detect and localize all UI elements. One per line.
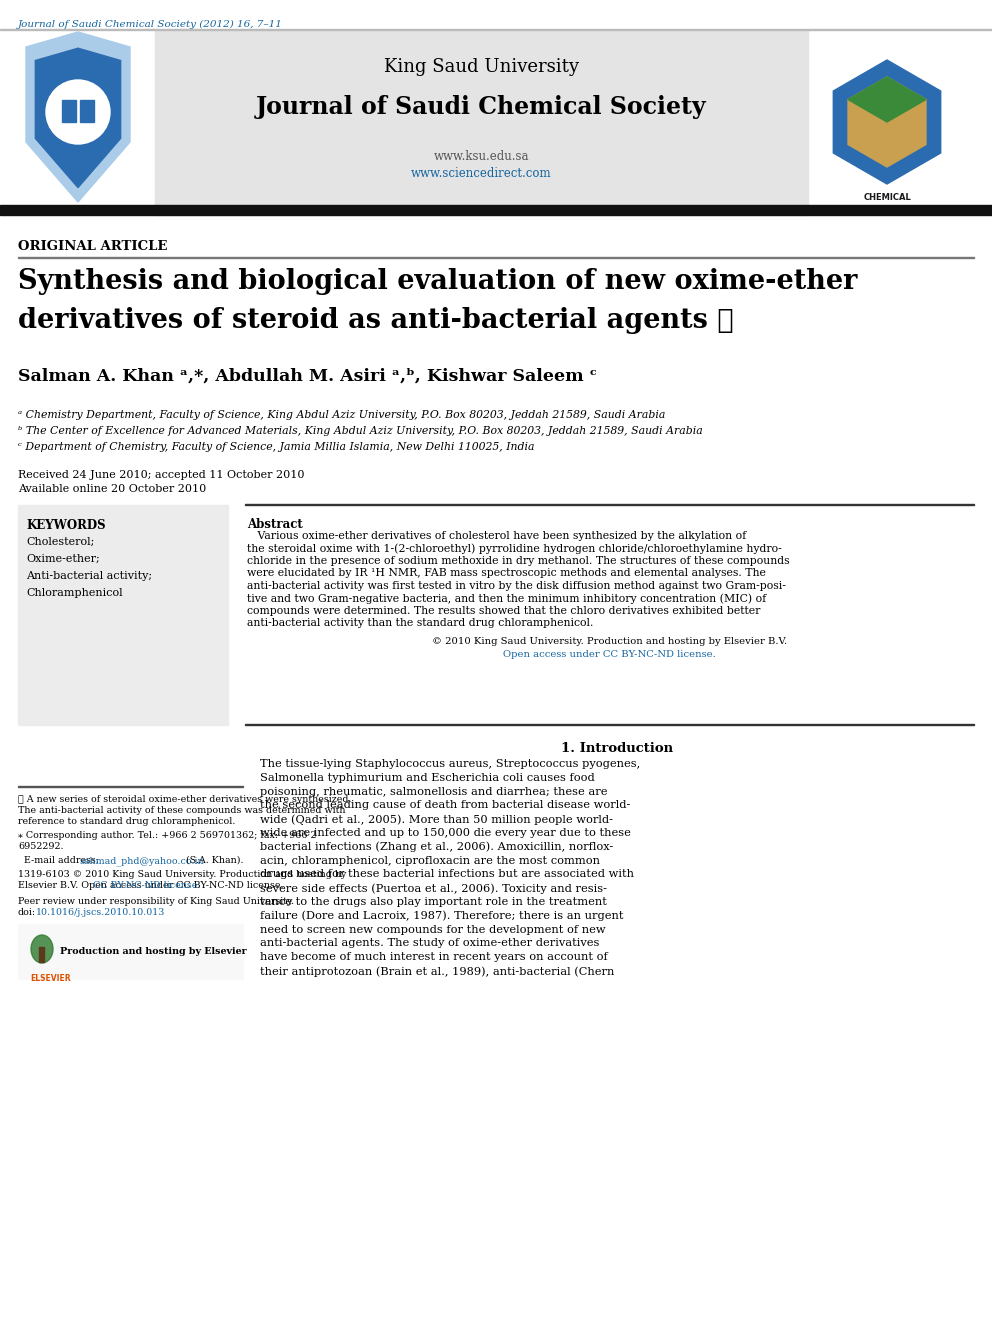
Text: ᵇ The Center of Excellence for Advanced Materials, King Abdul Aziz University, P: ᵇ The Center of Excellence for Advanced …: [18, 426, 702, 437]
Text: Peer review under responsibility of King Saud University.: Peer review under responsibility of King…: [18, 897, 294, 906]
Text: 1319-6103 © 2010 King Saud University. Production and hosting by: 1319-6103 © 2010 King Saud University. P…: [18, 871, 346, 878]
Circle shape: [46, 79, 110, 144]
Text: ★ A new series of steroidal oxime-ether derivatives were synthesized.: ★ A new series of steroidal oxime-ether …: [18, 795, 351, 804]
Text: Anti-bacterial activity;: Anti-bacterial activity;: [26, 572, 152, 581]
Text: acin, chloramphenicol, ciprofloxacin are the most common: acin, chloramphenicol, ciprofloxacin are…: [260, 856, 600, 865]
Text: Production and hosting by Elsevier: Production and hosting by Elsevier: [60, 947, 247, 957]
Text: E-mail address:: E-mail address:: [18, 856, 102, 865]
Text: Elsevier B.V. Open access under CC BY-NC-ND license.: Elsevier B.V. Open access under CC BY-NC…: [18, 881, 284, 890]
Bar: [18, 505, 228, 725]
Text: wide (Qadri et al., 2005). More than 50 million people world-: wide (Qadri et al., 2005). More than 50 …: [260, 814, 613, 824]
Bar: [80, 101, 94, 122]
Text: the second leading cause of death from bacterial disease world-: the second leading cause of death from b…: [260, 800, 630, 811]
Text: doi:: doi:: [18, 908, 36, 917]
Text: 1. Introduction: 1. Introduction: [560, 742, 673, 755]
Text: were elucidated by IR ¹H NMR, FAB mass spectroscopic methods and elemental analy: were elucidated by IR ¹H NMR, FAB mass s…: [247, 569, 766, 578]
Text: sahmad_phd@yahoo.co.in: sahmad_phd@yahoo.co.in: [80, 856, 204, 865]
Text: ᵃ Chemistry Department, Faculty of Science, King Abdul Aziz University, P.O. Box: ᵃ Chemistry Department, Faculty of Scien…: [18, 410, 666, 419]
Text: Chloramphenicol: Chloramphenicol: [26, 587, 123, 598]
Bar: [155, 30, 808, 216]
Text: ORIGINAL ARTICLE: ORIGINAL ARTICLE: [18, 239, 168, 253]
Polygon shape: [36, 48, 121, 188]
Ellipse shape: [31, 935, 53, 963]
Bar: [812, 32, 974, 210]
FancyArrow shape: [67, 83, 89, 93]
Text: Journal of Saudi Chemical Society: Journal of Saudi Chemical Society: [256, 95, 707, 119]
Text: Received 24 June 2010; accepted 11 October 2010: Received 24 June 2010; accepted 11 Octob…: [18, 470, 305, 480]
Bar: [815, 33, 971, 208]
Text: tive and two Gram-negative bacteria, and then the minimum inhibitory concentrati: tive and two Gram-negative bacteria, and…: [247, 594, 766, 605]
Polygon shape: [833, 60, 940, 184]
Text: ELSEVIER: ELSEVIER: [30, 974, 70, 983]
Text: chloride in the presence of sodium methoxide in dry methanol. The structures of : chloride in the presence of sodium metho…: [247, 556, 790, 566]
Text: Various oxime-ether derivatives of cholesterol have been synthesized by the alky: Various oxime-ether derivatives of chole…: [247, 531, 746, 541]
Text: CHEMICAL: CHEMICAL: [863, 193, 911, 202]
Text: anti-bacterial activity was first tested in vitro by the disk diffusion method a: anti-bacterial activity was first tested…: [247, 581, 786, 591]
Text: © 2010 King Saud University. Production and hosting by Elsevier B.V.: © 2010 King Saud University. Production …: [432, 636, 787, 646]
Polygon shape: [26, 32, 130, 202]
Text: derivatives of steroid as anti-bacterial agents ☆: derivatives of steroid as anti-bacterial…: [18, 307, 734, 333]
Text: need to screen new compounds for the development of new: need to screen new compounds for the dev…: [260, 925, 606, 934]
Text: reference to standard drug chloramphenicol.: reference to standard drug chloramphenic…: [18, 818, 235, 826]
Text: wide are infected and up to 150,000 die every year due to these: wide are infected and up to 150,000 die …: [260, 828, 631, 837]
Text: The tissue-lying Staphylococcus aureus, Streptococcus pyogenes,: The tissue-lying Staphylococcus aureus, …: [260, 759, 640, 769]
Bar: [0, 205, 992, 216]
Text: CC BY-NC-ND license.: CC BY-NC-ND license.: [93, 881, 200, 890]
Bar: [18, 923, 243, 979]
Text: Cholesterol;: Cholesterol;: [26, 537, 94, 546]
Text: Salman A. Khan ᵃ,*, Abdullah M. Asiri ᵃ,ᵇ, Kishwar Saleem ᶜ: Salman A. Khan ᵃ,*, Abdullah M. Asiri ᵃ,…: [18, 368, 597, 385]
Polygon shape: [848, 77, 926, 122]
Text: bacterial infections (Zhang et al., 2006). Amoxicillin, norflox-: bacterial infections (Zhang et al., 2006…: [260, 841, 613, 852]
Text: drugs used for these bacterial infections but are associated with: drugs used for these bacterial infection…: [260, 869, 634, 880]
Polygon shape: [848, 77, 926, 167]
Text: failure (Dore and Lacroix, 1987). Therefore; there is an urgent: failure (Dore and Lacroix, 1987). Theref…: [260, 910, 624, 921]
Text: Available online 20 October 2010: Available online 20 October 2010: [18, 484, 206, 493]
Text: Synthesis and biological evaluation of new oxime-ether: Synthesis and biological evaluation of n…: [18, 269, 857, 295]
Text: King Saud University: King Saud University: [384, 58, 579, 75]
Text: severe side effects (Puertoa et al., 2006). Toxicity and resis-: severe side effects (Puertoa et al., 200…: [260, 884, 607, 894]
Text: 6952292.: 6952292.: [18, 841, 63, 851]
Text: poisoning, rheumatic, salmonellosis and diarrhea; these are: poisoning, rheumatic, salmonellosis and …: [260, 787, 607, 796]
Text: their antiprotozoan (Brain et al., 1989), anti-bacterial (Chern: their antiprotozoan (Brain et al., 1989)…: [260, 966, 614, 976]
Text: tance to the drugs also play important role in the treatment: tance to the drugs also play important r…: [260, 897, 607, 908]
Text: KEYWORDS: KEYWORDS: [26, 519, 105, 532]
Text: ⁎ Corresponding author. Tel.: +966 2 569701362; fax: +966 2: ⁎ Corresponding author. Tel.: +966 2 569…: [18, 831, 316, 840]
Bar: [0, 30, 992, 216]
Text: Open access under CC BY-NC-ND license.: Open access under CC BY-NC-ND license.: [503, 650, 716, 659]
Text: (S.A. Khan).: (S.A. Khan).: [183, 856, 243, 865]
Text: have become of much interest in recent years on account of: have become of much interest in recent y…: [260, 953, 608, 962]
Text: Journal of Saudi Chemical Society (2012) 16, 7–11: Journal of Saudi Chemical Society (2012)…: [18, 20, 283, 29]
Text: www.ksu.edu.sa: www.ksu.edu.sa: [434, 149, 530, 163]
Text: Abstract: Abstract: [247, 519, 303, 531]
Text: 10.1016/j.jscs.2010.10.013: 10.1016/j.jscs.2010.10.013: [36, 908, 166, 917]
Text: compounds were determined. The results showed that the chloro derivatives exhibi: compounds were determined. The results s…: [247, 606, 761, 617]
Text: anti-bacterial activity than the standard drug chloramphenicol.: anti-bacterial activity than the standar…: [247, 618, 593, 628]
Text: Salmonella typhimurium and Escherichia coli causes food: Salmonella typhimurium and Escherichia c…: [260, 773, 595, 783]
Text: ᶜ Department of Chemistry, Faculty of Science, Jamia Millia Islamia, New Delhi 1: ᶜ Department of Chemistry, Faculty of Sc…: [18, 442, 535, 452]
Bar: [0, 29, 992, 30]
Text: anti-bacterial agents. The study of oxime-ether derivatives: anti-bacterial agents. The study of oxim…: [260, 938, 599, 949]
Bar: [62, 101, 76, 122]
Text: Oxime-ether;: Oxime-ether;: [26, 554, 100, 564]
Text: www.sciencedirect.com: www.sciencedirect.com: [412, 167, 552, 180]
Text: The anti-bacterial activity of these compounds was determined with: The anti-bacterial activity of these com…: [18, 806, 345, 815]
Text: the steroidal oxime with 1-(2-chloroethyl) pyrrolidine hydrogen chloride/chloroe: the steroidal oxime with 1-(2-chloroethy…: [247, 544, 782, 554]
Bar: [39, 947, 44, 962]
